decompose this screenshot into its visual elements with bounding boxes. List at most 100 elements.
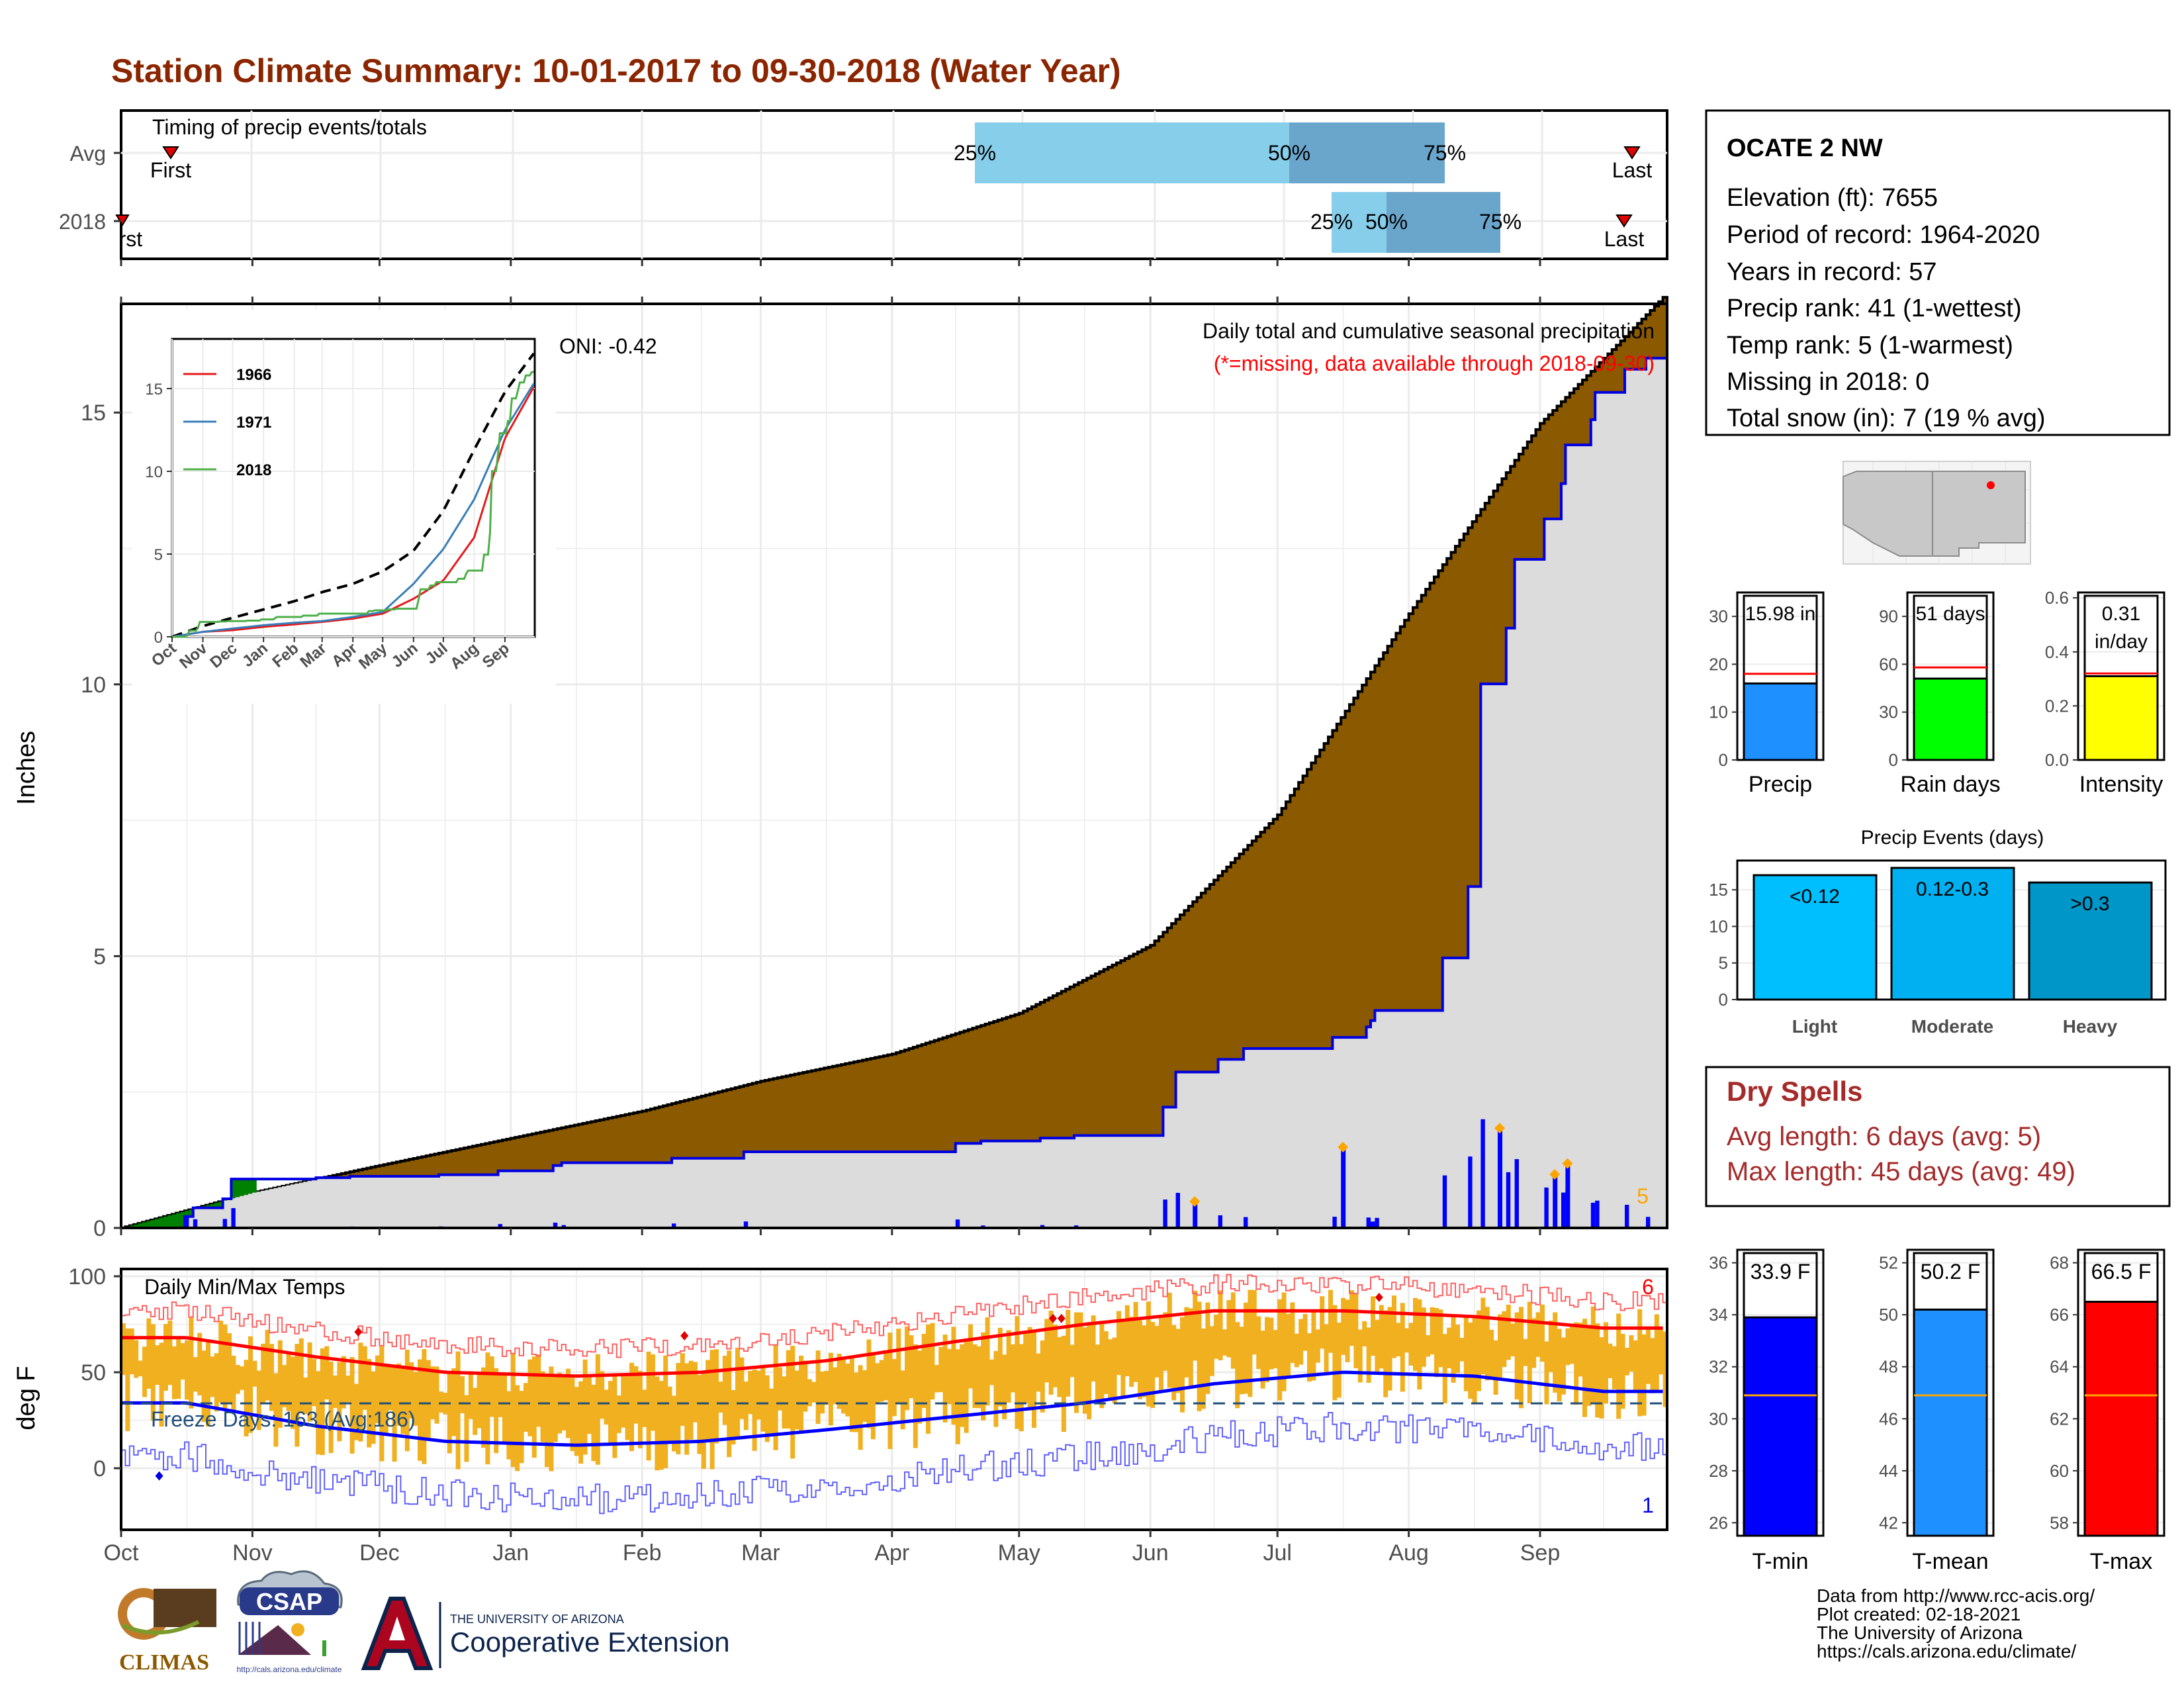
- daily-precip-peak-bar: [1553, 1176, 1558, 1228]
- intensity-gauge-y-tick-label: 0.0: [2045, 750, 2069, 770]
- ua-logo: THE UNIVERSITY OF ARIZONA Cooperative Ex…: [361, 1597, 730, 1670]
- temp-daily-bar: [1239, 1327, 1244, 1395]
- temp-daily-bar: [1277, 1299, 1283, 1401]
- new-mexico-shape: [1932, 471, 2026, 557]
- main-oni: ONI: -0.42: [559, 334, 657, 358]
- temp-daily-bar: [400, 1366, 406, 1434]
- temp-daily-bar: [155, 1345, 160, 1385]
- main-legend-title: Daily total and cumulative seasonal prec…: [1203, 319, 1655, 343]
- temp-daily-bar: [705, 1360, 711, 1442]
- temp-daily-bar: [362, 1346, 367, 1410]
- temp-daily-bar: [790, 1346, 796, 1459]
- tmax-record-line: [121, 1274, 1667, 1358]
- temp-daily-bar: [1095, 1344, 1100, 1401]
- daily-precip-peak-marker: [1189, 1196, 1201, 1207]
- temp-daily-bar: [1349, 1290, 1354, 1346]
- station-info-box: OCATE 2 NW Elevation (ft): 7655 Period o…: [1705, 109, 2171, 436]
- temp-daily-bar: [955, 1349, 960, 1444]
- tmean-tgauge-y-tick-label: 52: [1879, 1253, 1898, 1273]
- events-y-tick-label: 15: [1709, 880, 1728, 900]
- temp-daily-bar: [121, 1323, 126, 1376]
- temp-daily-bar: [1146, 1301, 1151, 1407]
- timing-2018-p25: 25%: [1310, 210, 1353, 234]
- temp-daily-bar: [1468, 1322, 1473, 1399]
- dry-spells-avg: Avg length: 6 days (avg: 5): [1727, 1122, 2041, 1151]
- temp-daily-bar: [1590, 1306, 1596, 1404]
- main-count-label: 5: [1637, 1184, 1649, 1208]
- temp-daily-bar: [404, 1349, 410, 1452]
- temp-daily-bar: [409, 1362, 414, 1419]
- temp-daily-bar: [1604, 1322, 1608, 1404]
- station-line-4: Temp rank: 5 (1-warmest): [1727, 332, 2013, 359]
- temp-min-count: 1: [1642, 1493, 1654, 1517]
- inset-legend-1971: 1971: [236, 414, 271, 432]
- temp-daily-bar: [1375, 1319, 1380, 1374]
- temp-record-high-marker: [1049, 1313, 1057, 1323]
- timing-avg-p25: 25%: [954, 141, 996, 165]
- temp-daily-bar: [1506, 1304, 1511, 1360]
- temp-daily-bar: [667, 1386, 672, 1442]
- month-x-tick-label: Feb: [623, 1540, 662, 1566]
- temp-daily-bar: [1116, 1311, 1121, 1376]
- temp-daily-bar: [676, 1362, 681, 1454]
- temp-daily-bar: [506, 1391, 512, 1460]
- temp-daily-bar: [138, 1360, 143, 1377]
- daily-precip-bar: [1163, 1199, 1167, 1228]
- temp-daily-bar: [1531, 1318, 1537, 1368]
- temp-daily-bar: [265, 1329, 270, 1401]
- temp-daily-bar: [1413, 1297, 1418, 1371]
- events-bar: [1890, 867, 2015, 1001]
- temp-daily-bar: [921, 1333, 927, 1408]
- month-x-tick-label: Nov: [232, 1540, 272, 1566]
- station-line-1: Period of record: 1964-2020: [1727, 221, 2040, 249]
- temp-daily-bar: [985, 1317, 990, 1406]
- timing-2018-p50: 50%: [1365, 210, 1408, 234]
- temp-daily-bar: [1616, 1313, 1621, 1419]
- temp-daily-bar: [735, 1347, 740, 1438]
- temp-daily-bar: [413, 1372, 418, 1426]
- temp-daily-bar: [477, 1373, 482, 1429]
- month-x-tick-label: Sep: [1520, 1540, 1561, 1566]
- events-bars: <0.12 Light 0.12-0.3 Moderate >0.3 Heavy 0 5 10 1…: [1709, 859, 2167, 1037]
- tmin-record-line: [121, 1411, 1667, 1515]
- temp-daily-bar: [633, 1366, 639, 1424]
- tmax-tgauge-y-tick-label: 64: [2050, 1357, 2069, 1377]
- temp-daily-bar: [206, 1342, 210, 1427]
- daily-precip-peak-marker: [1562, 1158, 1573, 1169]
- temp-daily-bar: [1218, 1290, 1223, 1360]
- year-2018-cumulative-area: [121, 358, 1667, 1228]
- month-x-tick-label: May: [998, 1540, 1040, 1566]
- tmax-average-line: [121, 1309, 1663, 1378]
- timing-panel: Timing of precip events/totals Avg 2018 …: [59, 109, 1668, 260]
- temp-daily-bar: [1345, 1299, 1350, 1362]
- temp-daily-bar: [1480, 1297, 1486, 1374]
- temp-daily-bar: [1265, 1317, 1269, 1383]
- temp-daily-bar: [197, 1333, 203, 1396]
- temp-daily-bar: [481, 1367, 486, 1448]
- daily-precip-bar: [1544, 1187, 1549, 1228]
- temp-daily-bar: [392, 1366, 397, 1462]
- timing-2018-first-clip: First: [121, 227, 142, 251]
- temp-daily-bar: [1553, 1312, 1558, 1393]
- inset-chart: 1966 1971 2018 051015OctNovDecJanFebMarA…: [132, 310, 556, 704]
- daily-precip-bar: [1480, 1119, 1485, 1228]
- intensity-gauge-value-unit: in/day: [2095, 631, 2148, 653]
- temp-daily-bar: [1286, 1313, 1291, 1378]
- month-x-tick-label: Jul: [1263, 1540, 1291, 1566]
- tmean-tgauge-y-tick-label: 42: [1879, 1513, 1898, 1532]
- intensity-gauge-label: Intensity: [2079, 772, 2163, 797]
- timing-avg-first: First: [150, 158, 191, 182]
- temp-daily-bar: [1633, 1340, 1638, 1393]
- temp-daily-bar: [1269, 1317, 1274, 1370]
- tmin-tgauge-bar: [1743, 1316, 1818, 1537]
- temp-daily-bar: [981, 1332, 986, 1421]
- temp-daily-bar: [642, 1389, 647, 1427]
- temp-daily-bar: [1400, 1303, 1405, 1392]
- timing-avg-p75: 75%: [1424, 141, 1466, 165]
- daily-precip-bar: [553, 1222, 558, 1228]
- month-x-tick-label: Mar: [741, 1540, 780, 1566]
- temp-daily-bar: [1442, 1334, 1447, 1404]
- temp-daily-bar: [1498, 1314, 1502, 1378]
- temp-daily-bar: [680, 1353, 685, 1427]
- temp-daily-bar: [455, 1351, 461, 1470]
